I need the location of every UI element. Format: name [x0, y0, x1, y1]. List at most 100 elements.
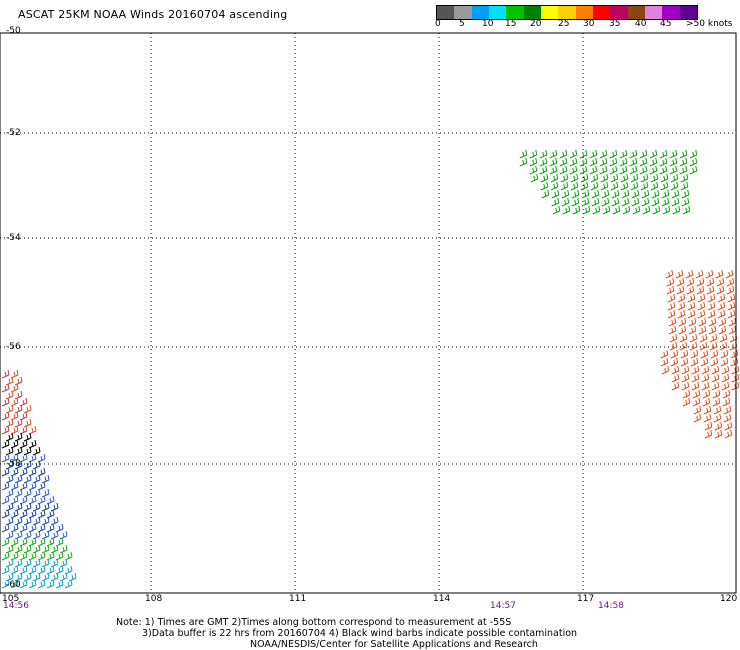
wind-barb — [5, 404, 14, 414]
wind-barb — [519, 157, 528, 167]
wind-barb — [569, 165, 578, 175]
wind-barb — [607, 110, 614, 118]
wind-barb — [496, 78, 503, 86]
wind-barb — [731, 174, 738, 182]
wind-barb — [28, 537, 37, 547]
wind-barb — [571, 197, 580, 207]
wind-barb — [646, 86, 653, 94]
wind-barb — [647, 110, 654, 118]
wind-barb — [722, 198, 729, 206]
wind-barb — [41, 516, 50, 526]
wind-barb — [682, 389, 691, 399]
wind-barb — [684, 222, 691, 230]
wind-barb — [649, 134, 656, 142]
wind-barb — [525, 70, 532, 78]
wind-barb — [599, 157, 608, 167]
wind-barb — [559, 149, 568, 159]
wind-barb — [699, 134, 706, 142]
wind-barb — [626, 262, 633, 270]
wind-barb — [37, 565, 46, 575]
wind-barb — [694, 54, 701, 62]
wind-barb — [660, 357, 669, 367]
wind-barb — [516, 86, 523, 94]
wind-barb — [710, 357, 719, 367]
wind-barb — [700, 158, 707, 166]
wind-barb — [706, 78, 713, 86]
wind-barb — [648, 302, 655, 310]
wind-barb — [654, 54, 661, 62]
wind-barb — [680, 173, 689, 183]
wind-barb — [23, 558, 32, 568]
wind-barb — [695, 62, 702, 70]
wind-barb — [680, 349, 689, 359]
colorbar-label: 5 — [459, 19, 465, 29]
wind-barb — [509, 134, 516, 142]
wind-barb — [1, 453, 10, 463]
wind-barb — [625, 254, 632, 262]
wind-barb — [1, 495, 10, 505]
wind-barb — [664, 46, 671, 54]
wind-barb — [714, 238, 721, 246]
wind-barb — [657, 278, 664, 286]
wind-barb — [497, 110, 504, 118]
wind-barb — [5, 474, 14, 484]
wind-barb — [697, 309, 706, 319]
wind-barb — [37, 551, 46, 561]
wind-barb — [686, 277, 695, 287]
wind-barb — [727, 301, 736, 311]
wind-barb — [704, 421, 713, 431]
wind-barb — [536, 86, 543, 94]
wind-barb — [678, 325, 687, 335]
wind-barb — [550, 181, 559, 191]
wind-barb — [692, 397, 701, 407]
wind-barb — [37, 495, 46, 505]
wind-barb — [677, 102, 684, 110]
wind-barb — [594, 222, 601, 230]
wind-barb — [526, 94, 533, 102]
footnote: Note: 1) Times are GMT 2)Times along bot… — [116, 617, 577, 650]
wind-barb — [647, 102, 654, 110]
wind-barb — [633, 38, 640, 46]
wind-barb — [503, 30, 510, 38]
wind-barb — [37, 453, 46, 463]
wind-barb — [679, 142, 686, 150]
wind-barb — [638, 302, 645, 310]
wind-barb — [19, 481, 28, 491]
wind-barb — [583, 30, 590, 38]
wind-barb — [19, 453, 28, 463]
wind-barb — [695, 269, 704, 279]
wind-barb — [711, 182, 718, 190]
wind-barb — [659, 149, 668, 159]
wind-barb — [666, 94, 673, 102]
wind-barb — [712, 190, 719, 198]
wind-barb — [609, 134, 616, 142]
wind-barb — [14, 404, 23, 414]
wind-barb — [584, 54, 591, 62]
wind-barb — [688, 317, 697, 327]
wind-barb — [28, 551, 37, 561]
wind-barb — [659, 157, 668, 167]
wind-barb — [611, 189, 620, 199]
wind-barb — [689, 149, 698, 159]
wind-barb — [643, 214, 650, 222]
wind-barb — [704, 429, 713, 439]
wind-barb — [634, 46, 641, 54]
wind-barb — [574, 46, 581, 54]
wind-barb — [723, 405, 732, 415]
wind-barb — [674, 222, 681, 230]
wind-barb — [675, 246, 682, 254]
wind-barb — [663, 30, 670, 38]
wind-barb — [32, 516, 41, 526]
wind-barb — [626, 86, 633, 94]
wind-barb — [713, 405, 722, 415]
lon-label-120: 120 — [720, 594, 738, 604]
wind-barb — [636, 86, 643, 94]
wind-barb — [660, 342, 667, 350]
wind-barb — [494, 54, 501, 62]
wind-barb — [32, 446, 41, 456]
wind-barb — [631, 189, 640, 199]
wind-barb — [692, 190, 699, 198]
wind-barb — [541, 189, 550, 199]
wind-barb — [658, 126, 665, 134]
wind-barb — [677, 301, 686, 311]
